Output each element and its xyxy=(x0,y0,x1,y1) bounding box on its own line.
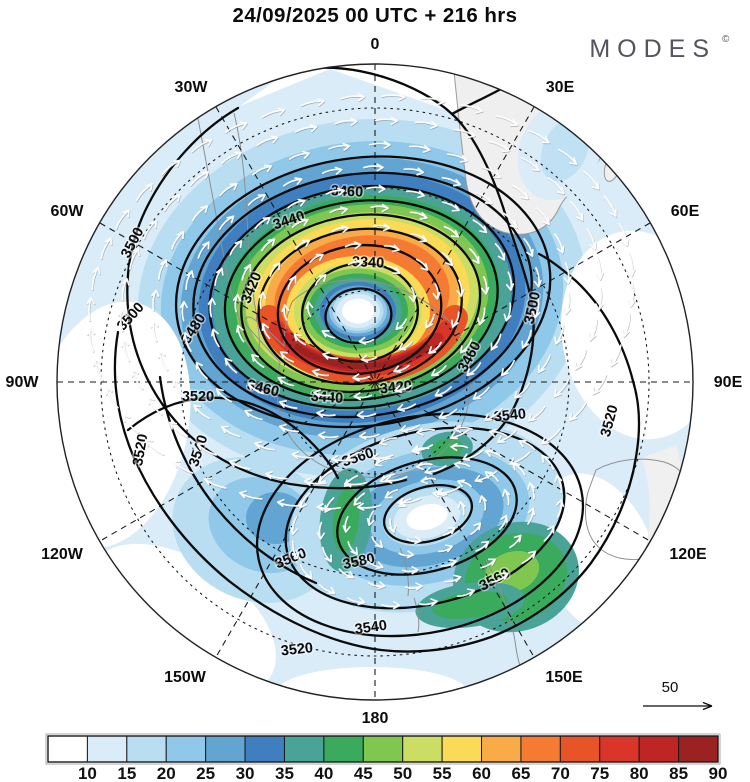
coastline-south-america xyxy=(196,112,260,355)
colorbar-cell xyxy=(441,735,483,763)
colorbar-tick: 80 xyxy=(630,764,649,782)
contour-label: 3340 xyxy=(351,254,384,272)
modes-logo: MODES xyxy=(589,35,716,63)
colorbar-cell xyxy=(481,735,522,763)
longitude-label-180: 180 xyxy=(362,710,389,727)
longitude-label-60W: 60W xyxy=(51,203,85,220)
colorbar-cell xyxy=(402,735,443,763)
contour-label: 3540 xyxy=(493,406,527,425)
colorbar-frame xyxy=(47,735,719,763)
coastline-antarctica xyxy=(244,279,471,478)
wind-arrows-layer xyxy=(86,92,636,610)
longitude-label-60E: 60E xyxy=(671,203,700,220)
colorbar-tick: 20 xyxy=(157,764,176,782)
longitude-label-90W: 90W xyxy=(6,374,40,391)
longitude-label-120E: 120E xyxy=(669,546,707,563)
contour-label: 3520 xyxy=(182,389,214,405)
colorbar-cell xyxy=(165,735,207,763)
longitude-label-0: 0 xyxy=(371,36,380,53)
longitude-label-90E: 90E xyxy=(714,374,743,391)
map-rim xyxy=(56,63,694,701)
colorbar-cell xyxy=(323,735,364,763)
colorbar-tick: 30 xyxy=(236,764,255,782)
colorbar-tick: 50 xyxy=(393,764,412,782)
colorbar-cell xyxy=(86,735,128,763)
colorbar-tick: 10 xyxy=(78,764,97,782)
colorbar-cell xyxy=(244,735,285,763)
colorbar-tick: 60 xyxy=(472,764,491,782)
wind-arrow-set-ridge-anticyclone xyxy=(289,424,565,610)
colorbar-tick: 65 xyxy=(511,764,530,782)
colorbar-tick: 25 xyxy=(196,764,215,782)
colorbar-tick: 85 xyxy=(669,764,688,782)
colorbar-cell xyxy=(520,735,561,763)
longitude-label-150W: 150W xyxy=(164,669,207,686)
vector-reference: 50 xyxy=(643,679,713,711)
vector-reference-label: 50 xyxy=(662,679,679,696)
longitude-label-150E: 150E xyxy=(545,669,583,686)
graticule xyxy=(57,64,693,700)
colorbar-outer-frame xyxy=(45,733,721,765)
longitude-label-30W: 30W xyxy=(175,79,209,96)
colorbar-tick: 90 xyxy=(709,764,728,782)
colorbar-tick: 35 xyxy=(275,764,294,782)
colorbar-cells xyxy=(47,735,719,763)
colorbar-cell xyxy=(559,735,601,763)
colorbar-cell xyxy=(126,735,167,763)
colorbar-tick: 70 xyxy=(551,764,570,782)
copyright-mark: © xyxy=(722,34,730,45)
contour-label: 3540 xyxy=(354,618,388,638)
colorbar-cell xyxy=(599,735,640,763)
longitude-label-120W: 120W xyxy=(41,546,84,563)
colorbar-cell xyxy=(283,735,325,763)
wind-arrow-set-polar-vortex-cyclone xyxy=(86,92,636,512)
contour-label: 3440 xyxy=(310,389,343,407)
colorbar-cell xyxy=(678,735,719,763)
contour-label: 3460 xyxy=(330,183,363,201)
vector-reference-arrow-icon xyxy=(643,701,713,711)
colorbar-tick-labels: 10 15 20 25 30 35 40 45 50 55 60 65 70 75 80 85 90 xyxy=(78,764,728,782)
colorbar-tick: 15 xyxy=(117,764,136,782)
colorbar-tick: 55 xyxy=(433,764,452,782)
coastline-tasmania xyxy=(628,575,640,589)
colorbar-tick: 40 xyxy=(314,764,333,782)
colorbar-cell xyxy=(205,735,246,763)
colorbar-cell xyxy=(362,735,404,763)
longitude-labels-layer: 0 30E 60E 90E 120E 150E 180 150W 120W 90W 60W 30W xyxy=(6,36,743,727)
colorbar-tick: 45 xyxy=(354,764,373,782)
colorbar-cell xyxy=(47,735,88,763)
contour-label: 3520 xyxy=(280,640,314,659)
colorbar: 10 15 20 25 30 35 40 45 50 55 60 65 70 75 80 85 90 xyxy=(45,733,728,782)
colorbar-cell xyxy=(638,735,680,763)
chart-title: 24/09/2025 00 UTC + 216 hrs xyxy=(233,4,518,27)
contour-label: 3420 xyxy=(379,378,413,397)
colorbar-tick: 75 xyxy=(590,764,609,782)
longitude-label-30E: 30E xyxy=(546,79,575,96)
